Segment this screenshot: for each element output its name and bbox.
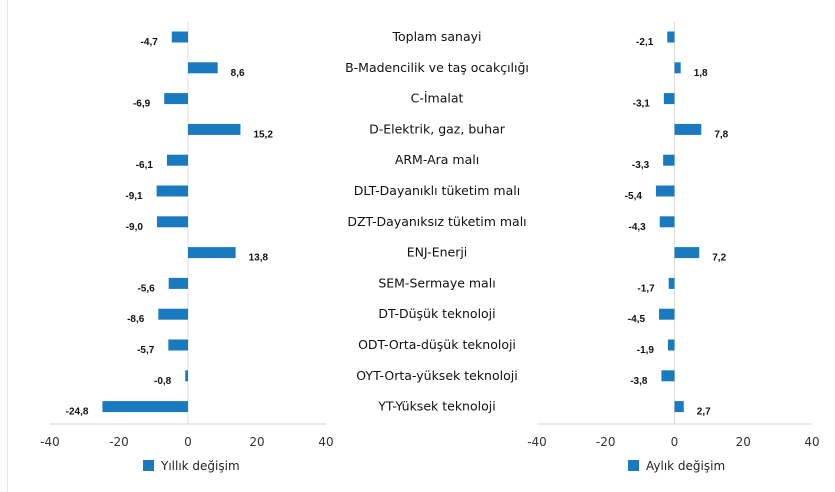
monthly-value-label: 1,8 [694,68,708,79]
monthly-bar [674,401,684,413]
monthly-value-label: -3,1 [633,99,651,110]
monthly-bar [674,62,681,74]
monthly-tick-label: 0 [671,435,679,449]
yearly-value-label: 13,8 [249,253,269,264]
category-label: B-Madencilik ve taş ocakçılığı [345,60,529,75]
category-label: ENJ-Enerji [407,245,468,260]
monthly-value-label: -2,1 [636,37,654,48]
monthly-bar [659,308,675,320]
monthly-bar [663,154,675,166]
yearly-value-label: -5,6 [137,283,155,294]
monthly-value-label: -4,3 [628,222,646,233]
monthly-value-label: 7,2 [712,253,726,264]
yearly-bar [168,339,188,351]
yearly-bar [171,31,188,43]
left-panel-edge [0,0,8,492]
category-label: OYT-Orta-yüksek teknoloji [356,368,517,383]
category-label: ODT-Orta-düşük teknoloji [358,337,516,352]
monthly-tick-label: -20 [596,435,616,449]
yearly-bar [188,247,236,259]
yearly-value-label: 8,6 [231,68,245,79]
monthly-bar [663,93,675,105]
monthly-value-label: -5,4 [625,191,643,202]
yearly-value-label: -0,8 [154,376,172,387]
monthly-bar [661,370,675,382]
yearly-bar [164,93,188,105]
monthly-value-label: -3,3 [632,160,650,171]
monthly-value-label: 2,7 [697,407,711,418]
category-label: Toplam sanayi [391,29,481,44]
monthly-tick-label: -40 [527,435,547,449]
category-label: DZT-Dayanıksız tüketim malı [347,214,526,229]
yearly-value-label: -6,1 [136,160,154,171]
category-label: DT-Düşük teknoloji [378,306,495,321]
yearly-bar [156,185,188,197]
monthly-bar [667,31,675,43]
category-label: DLT-Dayanıklı tüketim malı [354,183,520,198]
yearly-tick-label: 40 [318,435,333,449]
yearly-value-label: -9,0 [126,222,144,233]
category-label: YT-Yüksek teknoloji [377,399,495,414]
category-label: C-İmalat [411,91,464,106]
yearly-value-label: -9,1 [125,191,143,202]
yearly-bar [158,308,188,320]
yearly-value-label: -8,6 [127,314,145,325]
yearly-value-label: -5,7 [137,345,155,356]
yearly-bar [102,401,188,413]
monthly-legend-label: Aylık değişim [646,459,725,473]
monthly-value-label: -4,5 [628,314,646,325]
category-label: SEM-Sermaye malı [378,275,495,290]
monthly-legend-swatch [628,460,639,471]
yearly-value-label: -6,9 [133,99,151,110]
yearly-bar [185,370,188,382]
monthly-tick-label: 40 [804,435,819,449]
yearly-value-label: -4,7 [141,37,159,48]
monthly-bar [659,216,675,228]
monthly-bar [655,185,675,197]
yearly-tick-label: 20 [249,435,264,449]
monthly-bar [668,277,675,289]
yearly-tick-label: 0 [184,435,192,449]
yearly-bar [166,154,188,166]
monthly-bar [667,339,675,351]
monthly-bar [674,123,702,135]
yearly-bar [156,216,188,228]
category-label: D-Elektrik, gaz, buhar [369,121,506,136]
monthly-value-label: 7,8 [714,129,728,140]
category-label: ARM-Ara malı [395,152,479,167]
yearly-bar [188,123,241,135]
yearly-bar [168,277,188,289]
monthly-value-label: -3,8 [630,376,648,387]
yearly-tick-label: -20 [109,435,129,449]
yearly-value-label: -24,8 [66,407,89,418]
monthly-value-label: -1,9 [637,345,655,356]
yearly-bar [188,62,218,74]
yearly-legend-label: Yıllık değişim [160,459,240,473]
yearly-legend-swatch [143,460,154,471]
yearly-value-label: 15,2 [253,129,273,140]
monthly-tick-label: 20 [736,435,751,449]
monthly-value-label: -1,7 [637,283,655,294]
monthly-bar [674,247,700,259]
yearly-tick-label: -40 [40,435,60,449]
